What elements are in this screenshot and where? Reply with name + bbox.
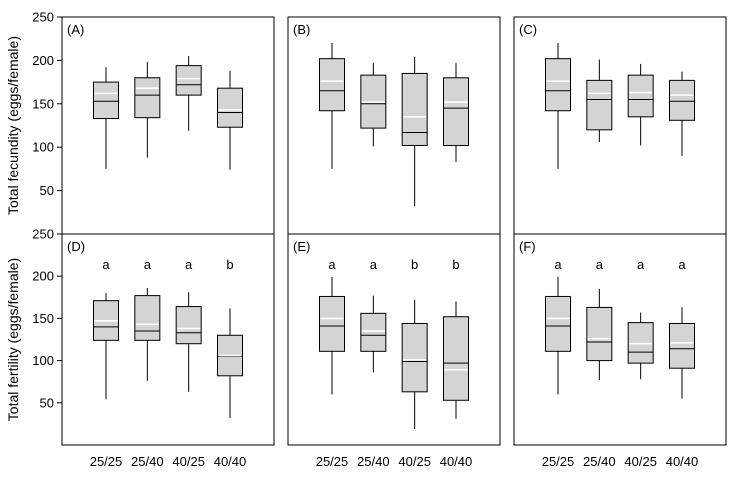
- x-tick-label: 25/25: [90, 454, 123, 469]
- significance-letter: b: [226, 257, 233, 272]
- iqr-box: [545, 58, 571, 112]
- panel-label: (A): [67, 22, 84, 37]
- panel-label: (F): [519, 239, 536, 254]
- iqr-box: [175, 306, 202, 345]
- x-tick-label: 25/40: [357, 454, 390, 469]
- iqr-box: [93, 81, 119, 120]
- iqr-box: [134, 77, 161, 119]
- iqr-box: [586, 79, 613, 131]
- iqr-box: [217, 87, 243, 128]
- y-axis-title: Total fecundity (eggs/female): [5, 36, 21, 215]
- significance-letter: a: [185, 257, 193, 272]
- y-tick-label: 100: [32, 353, 54, 368]
- panel-frame: [287, 16, 501, 235]
- significance-letter: a: [678, 257, 686, 272]
- iqr-box: [627, 322, 654, 364]
- y-tick-label: 250: [32, 227, 54, 242]
- x-tick-label: 25/25: [542, 454, 575, 469]
- x-tick-label: 25/40: [583, 454, 616, 469]
- x-tick-label: 40/40: [666, 454, 699, 469]
- iqr-box: [319, 58, 345, 112]
- panel-frame: [513, 16, 727, 235]
- significance-letter: a: [370, 257, 378, 272]
- significance-letter: a: [554, 257, 562, 272]
- iqr-box: [401, 72, 428, 146]
- significance-letter: a: [637, 257, 645, 272]
- x-tick-label: 25/25: [316, 454, 349, 469]
- y-tick-label: 150: [32, 311, 54, 326]
- iqr-box: [669, 322, 695, 369]
- y-tick-label: 250: [32, 10, 54, 25]
- y-tick-label: 200: [32, 269, 54, 284]
- significance-letter: a: [144, 257, 152, 272]
- significance-letter: b: [452, 257, 459, 272]
- iqr-box: [669, 79, 695, 121]
- y-tick-label: 200: [32, 53, 54, 68]
- panel-label: (E): [293, 239, 310, 254]
- y-tick-label: 100: [32, 140, 54, 155]
- x-tick-label: 40/25: [172, 454, 205, 469]
- iqr-box: [545, 295, 571, 352]
- x-tick-label: 40/40: [440, 454, 473, 469]
- significance-letter: a: [328, 257, 336, 272]
- iqr-box: [443, 316, 469, 401]
- y-tick-label: 150: [32, 96, 54, 111]
- significance-letter: a: [596, 257, 604, 272]
- iqr-box: [175, 65, 202, 96]
- panel-label: (C): [519, 22, 537, 37]
- iqr-box: [401, 322, 428, 393]
- iqr-box: [319, 295, 345, 352]
- iqr-box: [586, 306, 613, 362]
- x-tick-label: 25/40: [131, 454, 164, 469]
- y-tick-label: 50: [40, 183, 54, 198]
- panel-label: (B): [293, 22, 310, 37]
- panel-label: (D): [67, 239, 85, 254]
- x-tick-label: 40/25: [624, 454, 657, 469]
- y-axis-title: Total fertility (eggs/female): [5, 258, 21, 421]
- iqr-box: [360, 312, 387, 352]
- iqr-box: [443, 77, 469, 146]
- iqr-box: [627, 74, 654, 118]
- significance-letter: a: [102, 257, 110, 272]
- iqr-box: [134, 295, 161, 341]
- x-tick-label: 40/25: [398, 454, 431, 469]
- x-tick-label: 40/40: [214, 454, 247, 469]
- significance-letter: b: [411, 257, 418, 272]
- y-tick-label: 50: [40, 395, 54, 410]
